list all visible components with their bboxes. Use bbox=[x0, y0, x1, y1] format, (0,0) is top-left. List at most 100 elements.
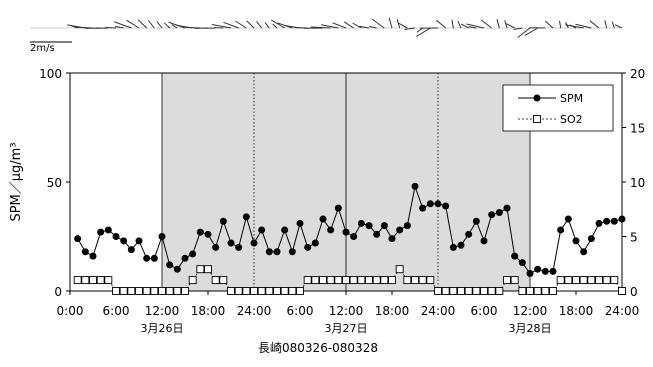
wind-arrow bbox=[506, 23, 515, 29]
so2-point bbox=[265, 287, 274, 295]
wind-arrow bbox=[480, 19, 492, 29]
spm-point bbox=[472, 217, 480, 225]
so2-point bbox=[472, 287, 481, 295]
so2-point bbox=[204, 265, 212, 274]
wind-arrow bbox=[565, 24, 584, 29]
spm-point bbox=[557, 226, 565, 234]
wind-arrow bbox=[235, 20, 247, 29]
spm-series-points bbox=[74, 182, 626, 278]
wind-arrow bbox=[589, 20, 600, 29]
spm-point bbox=[350, 233, 358, 240]
so2-point bbox=[510, 276, 519, 285]
spm-point bbox=[219, 217, 227, 225]
spm-point bbox=[173, 265, 181, 273]
spm-point bbox=[419, 204, 427, 212]
right-axis: 0 5 10 15 20 bbox=[622, 67, 645, 299]
x-tick-label-10: 12:00 bbox=[513, 304, 548, 318]
so2-point bbox=[250, 287, 258, 295]
right-tick-label-3: 15 bbox=[630, 122, 645, 136]
so2-point bbox=[411, 276, 419, 285]
wind-arrow bbox=[359, 25, 370, 29]
so2-point bbox=[372, 276, 381, 285]
wind-arrow bbox=[114, 25, 124, 29]
right-tick-label-2: 10 bbox=[630, 176, 645, 190]
wind-arrow bbox=[352, 22, 362, 29]
so2-point bbox=[564, 276, 573, 285]
so2-point bbox=[227, 287, 235, 295]
wind-arrow bbox=[343, 21, 354, 29]
spm-point bbox=[189, 250, 197, 258]
so2-point bbox=[296, 287, 304, 295]
spm-point bbox=[273, 248, 281, 256]
wind-arrow bbox=[517, 27, 531, 38]
spm-point bbox=[595, 219, 603, 227]
so2-point bbox=[441, 287, 450, 295]
wind-arrow bbox=[457, 20, 462, 29]
so2-point bbox=[449, 287, 458, 295]
so2-point bbox=[273, 287, 281, 295]
x-tick-label-12: 24:00 bbox=[605, 304, 640, 318]
spm-point bbox=[511, 252, 519, 260]
left-tick-label-2: 100 bbox=[39, 67, 62, 81]
spm-point bbox=[618, 215, 626, 223]
spm-point bbox=[411, 182, 419, 190]
legend-so2-label: SO2 bbox=[560, 113, 583, 126]
x-tick-label-4: 24:00 bbox=[237, 304, 272, 318]
spm-point bbox=[434, 200, 442, 208]
wind-arrow bbox=[416, 27, 431, 38]
wind-arrow bbox=[114, 21, 132, 29]
so2-point bbox=[395, 265, 404, 274]
so2-point bbox=[342, 276, 350, 285]
spm-point bbox=[564, 215, 572, 223]
spm-point bbox=[242, 213, 250, 221]
spm-point bbox=[549, 267, 557, 275]
spm-point bbox=[365, 222, 373, 230]
wind-scale-label: 2m/s bbox=[30, 43, 55, 54]
so2-point bbox=[357, 276, 366, 285]
spm-point bbox=[196, 228, 204, 236]
x-tick-label-7: 18:00 bbox=[375, 304, 410, 318]
spm-point bbox=[212, 243, 220, 251]
spm-point bbox=[143, 254, 151, 262]
wind-arrow bbox=[404, 27, 416, 31]
spm-point bbox=[488, 211, 496, 219]
so2-point bbox=[556, 276, 565, 285]
spm-point bbox=[81, 248, 89, 256]
so2-point bbox=[595, 276, 603, 285]
wind-arrow bbox=[436, 19, 446, 29]
wind-arrow bbox=[544, 20, 554, 29]
spm-point bbox=[166, 261, 174, 269]
spm-point bbox=[603, 217, 611, 225]
wind-arrow bbox=[496, 18, 500, 29]
wind-arrow bbox=[504, 20, 508, 29]
wind-vector-strip: 2m/s bbox=[30, 17, 623, 54]
wind-arrow bbox=[604, 20, 608, 29]
x-tick-label-11: 18:00 bbox=[559, 304, 594, 318]
so2-point bbox=[487, 287, 496, 295]
so2-point bbox=[112, 287, 120, 295]
spm-point bbox=[265, 248, 273, 256]
right-tick-label-4: 20 bbox=[630, 67, 645, 81]
spm-point bbox=[120, 237, 128, 245]
so2-point bbox=[610, 276, 619, 285]
wind-arrow bbox=[559, 20, 562, 29]
so2-point bbox=[480, 287, 488, 295]
wind-arrow bbox=[137, 19, 148, 29]
spm-point bbox=[327, 226, 335, 234]
so2-point bbox=[518, 287, 527, 295]
so2-point bbox=[388, 276, 396, 285]
legend-spm-label: SPM bbox=[560, 92, 583, 105]
so2-point bbox=[602, 276, 611, 285]
so2-point bbox=[188, 276, 197, 285]
spm-point bbox=[403, 222, 411, 230]
so2-point bbox=[533, 287, 542, 295]
spm-point bbox=[296, 219, 304, 227]
so2-point bbox=[349, 276, 358, 285]
wind-arrow bbox=[171, 24, 178, 29]
so2-point bbox=[142, 287, 151, 295]
so2-point bbox=[319, 276, 327, 285]
so2-point bbox=[150, 287, 159, 295]
wind-arrow bbox=[614, 24, 623, 29]
so2-point bbox=[311, 276, 320, 285]
x-axis: 0:00 6:00 12:00 18:00 24:00 6:00 12:00 18:00 24:… bbox=[57, 291, 640, 318]
